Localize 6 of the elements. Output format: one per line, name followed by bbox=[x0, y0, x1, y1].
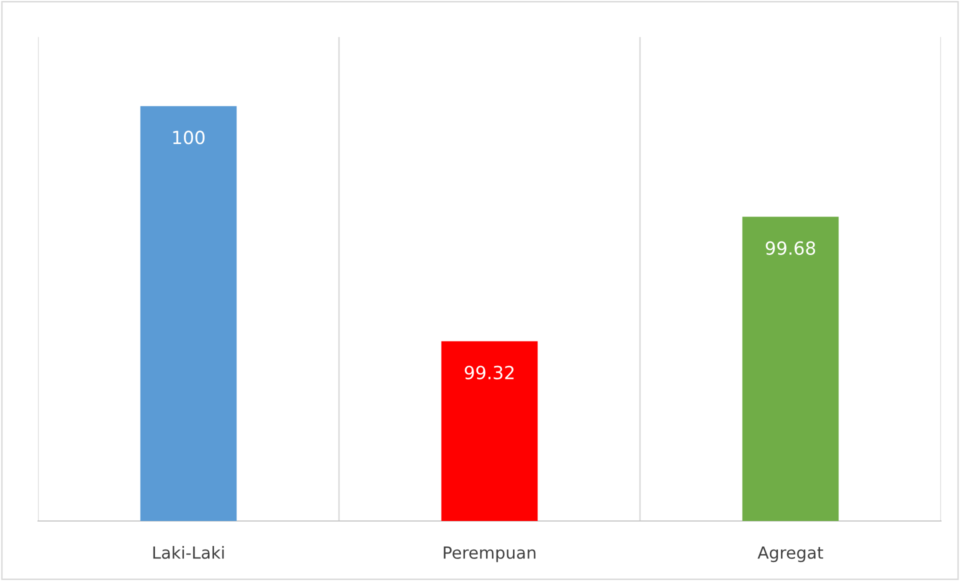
x-tick-label: Perempuan bbox=[444, 546, 536, 562]
data-label: 100 bbox=[173, 130, 205, 144]
x-tick-label: Agregat bbox=[758, 546, 824, 562]
data-label: 99.68 bbox=[766, 241, 816, 255]
x-tick-label: Laki-Laki bbox=[153, 546, 224, 559]
data-label: 99.32 bbox=[464, 366, 514, 380]
